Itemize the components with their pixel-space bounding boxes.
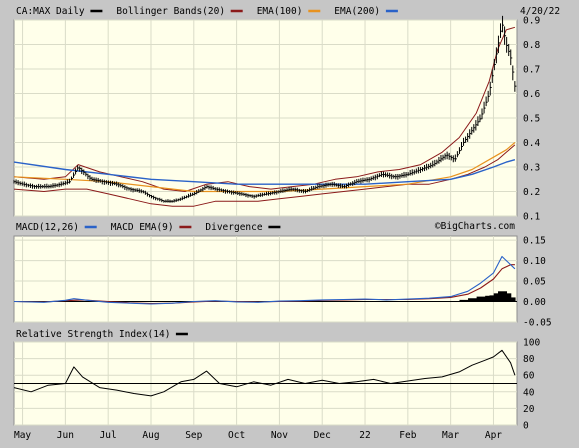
macd-legend-label: MACD EMA(9) (111, 222, 174, 233)
x-tick-label: Nov (271, 430, 288, 441)
x-tick-label: 22 (359, 430, 370, 441)
main-y-tick-label: 0.5 (523, 114, 540, 125)
macd-line (13, 255, 516, 305)
rsi-y-tick-label: 20 (523, 404, 535, 415)
divergence-bar (476, 296, 486, 302)
x-tick-label: Apr (485, 430, 502, 441)
x-tick-label: Feb (399, 430, 416, 441)
ema200-line (13, 159, 516, 185)
x-tick-label: Oct (228, 430, 245, 441)
rsi-y-tick-label: 40 (523, 387, 535, 398)
x-tick-label: Mar (442, 430, 459, 441)
rsi-legend-label: Relative Strength Index(14) (16, 329, 170, 340)
main-y-tick-label: 0.9 (523, 16, 540, 27)
main-y-tick-label: 0.8 (523, 40, 540, 51)
main-y-tick-label: 0.1 (523, 212, 540, 223)
macd-y-tick-label: 0.00 (523, 297, 546, 308)
macd-y-tick-label: 0.05 (523, 277, 546, 288)
main-legend-label: CA:MAX Daily (16, 6, 85, 17)
main-y-tick-label: 0.7 (523, 65, 540, 76)
rsi-y-tick-label: 100 (523, 338, 540, 349)
x-tick-label: May (14, 430, 31, 441)
macd-y-tick-label: 0.15 (523, 236, 546, 247)
rsi-y-tick-label: 0 (523, 421, 529, 432)
main-legend-label: EMA(200) (334, 6, 380, 17)
divergence-bar (506, 297, 516, 302)
macd-y-tick-label: 0.10 (523, 256, 546, 267)
x-tick-label: Sep (185, 430, 202, 441)
rsi-y-tick-label: 80 (523, 354, 535, 365)
main-y-tick-label: 0.3 (523, 163, 540, 174)
rsi-y-tick-label: 60 (523, 371, 535, 382)
macd-plot-area (13, 235, 518, 323)
main-y-tick-label: 0.2 (523, 187, 540, 198)
divergence-bar (468, 298, 478, 302)
x-tick-label: Jul (100, 430, 117, 441)
main-legend-label: EMA(100) (257, 6, 303, 17)
x-tick-label: Jun (57, 430, 74, 441)
macd-legend-label: Divergence (205, 222, 262, 233)
macd-legend-label: MACD(12,26) (16, 222, 79, 233)
rsi-line (13, 349, 516, 397)
macd-y-tick-label: -0.05 (523, 318, 552, 329)
main-y-tick-label: 0.4 (523, 138, 540, 149)
x-tick-label: Dec (314, 430, 331, 441)
chart-date-label: 4/20/22 (520, 6, 560, 17)
x-tick-label: Aug (142, 430, 159, 441)
main-legend-label: Bollinger Bands(20) (116, 6, 225, 17)
ema100-line (13, 142, 516, 193)
divergence-bar (459, 299, 469, 302)
watermark: ©BigCharts.com (435, 221, 515, 232)
bollinger-lower-line (13, 144, 516, 207)
main-y-tick-label: 0.6 (523, 89, 540, 100)
